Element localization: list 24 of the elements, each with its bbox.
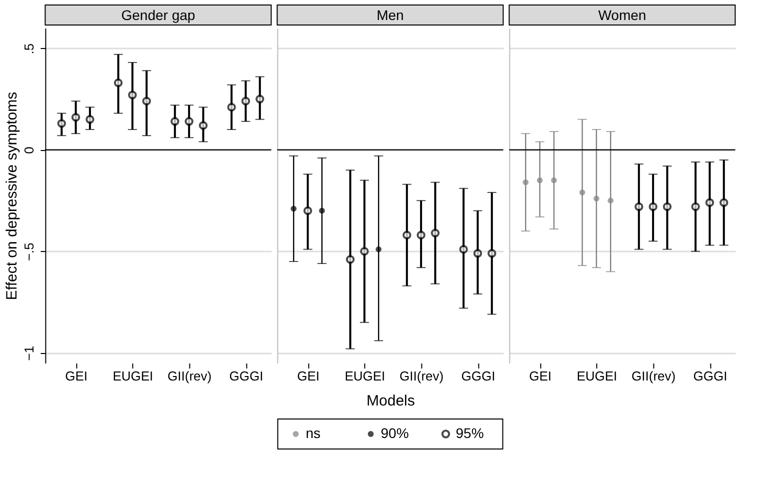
x-tick-label: GEI — [65, 368, 88, 384]
chart-title: Women — [598, 7, 646, 23]
x-tick-label: GGGI — [229, 368, 264, 384]
x-tick-label: GII(rev) — [632, 368, 676, 384]
y-tick-label: 0 — [22, 146, 37, 154]
legend-label: ns — [306, 425, 321, 441]
x-tick-label: EUGEI — [576, 368, 618, 384]
chart-title: Men — [376, 7, 404, 23]
x-tick-label: GGGI — [461, 368, 496, 384]
y-axis-title: Effect on depressive symptoms — [4, 92, 21, 300]
legend-label: 95% — [456, 425, 484, 441]
y-tick-label: −1 — [22, 346, 37, 361]
x-tick-label: GII(rev) — [400, 368, 444, 384]
x-tick-label: GII(rev) — [168, 368, 212, 384]
y-tick-label: .5 — [22, 43, 37, 54]
x-tick-label: GEI — [529, 368, 552, 384]
x-axis-title: Models — [366, 392, 415, 410]
x-tick-label: GGGI — [693, 368, 728, 384]
y-tick-label: −.5 — [22, 242, 37, 262]
chart-title: Gender gap — [121, 7, 196, 23]
x-tick-label: GEI — [297, 368, 320, 384]
x-tick-label: EUGEI — [344, 368, 386, 384]
legend-label: 90% — [380, 425, 409, 441]
x-tick-label: EUGEI — [112, 368, 154, 384]
